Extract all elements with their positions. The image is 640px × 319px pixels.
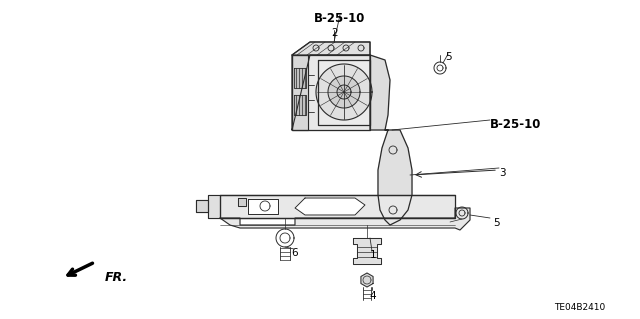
Text: 4: 4 bbox=[370, 291, 376, 301]
Polygon shape bbox=[276, 229, 294, 247]
Polygon shape bbox=[220, 208, 470, 230]
Polygon shape bbox=[238, 198, 246, 206]
Polygon shape bbox=[294, 95, 306, 115]
Polygon shape bbox=[337, 85, 351, 99]
Polygon shape bbox=[316, 64, 372, 120]
Text: TE04B2410: TE04B2410 bbox=[554, 303, 605, 312]
Polygon shape bbox=[248, 199, 278, 214]
Polygon shape bbox=[292, 42, 370, 55]
Polygon shape bbox=[292, 42, 370, 130]
Polygon shape bbox=[353, 238, 381, 264]
Text: 6: 6 bbox=[292, 248, 298, 258]
Polygon shape bbox=[260, 201, 270, 211]
Polygon shape bbox=[220, 195, 455, 218]
Text: 1: 1 bbox=[370, 250, 376, 260]
Polygon shape bbox=[208, 195, 220, 218]
Polygon shape bbox=[370, 55, 390, 130]
Text: 5: 5 bbox=[445, 52, 452, 62]
Text: B-25-10: B-25-10 bbox=[490, 118, 541, 131]
Polygon shape bbox=[292, 55, 370, 130]
Polygon shape bbox=[361, 273, 373, 287]
Text: 2: 2 bbox=[332, 28, 339, 38]
Polygon shape bbox=[196, 200, 208, 212]
Polygon shape bbox=[456, 207, 468, 219]
Text: 5: 5 bbox=[493, 218, 500, 228]
Polygon shape bbox=[292, 55, 308, 130]
Text: B-25-10: B-25-10 bbox=[314, 12, 365, 25]
Polygon shape bbox=[378, 130, 412, 225]
Polygon shape bbox=[318, 60, 370, 125]
Polygon shape bbox=[295, 198, 365, 215]
Polygon shape bbox=[328, 76, 360, 108]
Polygon shape bbox=[294, 68, 306, 88]
Polygon shape bbox=[434, 62, 446, 74]
Text: FR.: FR. bbox=[105, 271, 128, 284]
Text: 3: 3 bbox=[499, 168, 506, 178]
